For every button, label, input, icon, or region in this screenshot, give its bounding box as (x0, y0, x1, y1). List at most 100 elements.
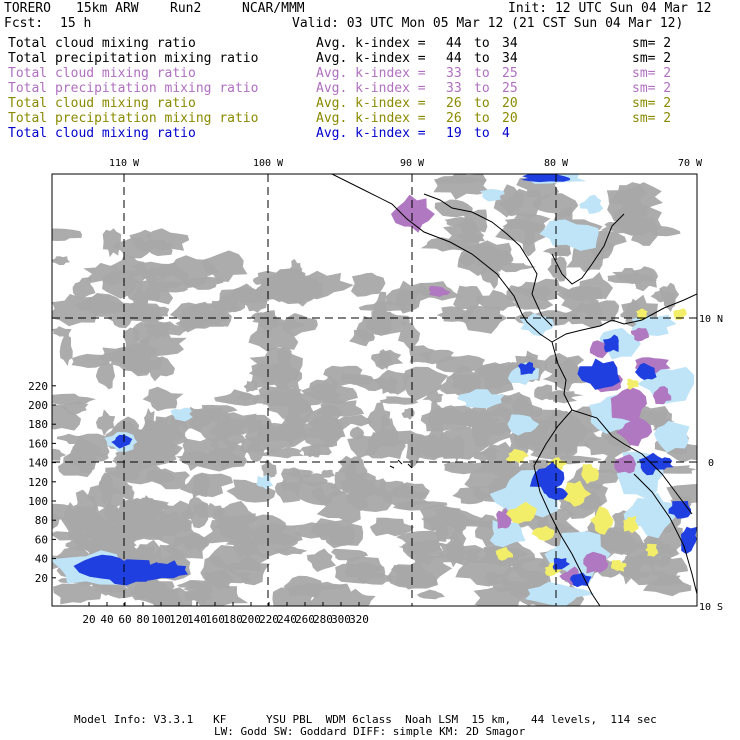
longitude-label: 100 W (253, 158, 284, 169)
gray-cloud-blob (52, 228, 82, 241)
legend-to: 20 (502, 96, 518, 111)
legend-sm: sm= 2 (632, 111, 672, 126)
bottom-tick-label: 100 (151, 613, 171, 626)
left-tick-label: 40 (35, 553, 48, 566)
footer-model-info: Model Info: V3.3.1 KF YSU PBL WDM 6class… (74, 713, 657, 726)
purple-cloud-blob (614, 454, 637, 474)
header-run: Run2 (170, 1, 202, 16)
blue-cloud-blob (681, 526, 697, 555)
legend-to: 34 (502, 51, 518, 66)
header-init: Init: 12 UTC Sun 04 Mar 12 (508, 1, 712, 16)
legend-sm: sm= 2 (632, 66, 672, 81)
legend-to: 4 (502, 126, 510, 141)
purple-cloud-blob (391, 194, 435, 233)
light-blue-cloud-blob (579, 194, 604, 214)
legend-from: 26 (446, 111, 462, 126)
legend-to-word: to (474, 66, 490, 81)
legend-to-word: to (474, 126, 490, 141)
latitude-label: 10 N (699, 314, 723, 325)
map-panel (52, 174, 697, 606)
left-tick-label: 220 (28, 380, 48, 393)
bottom-tick-label: 200 (241, 613, 261, 626)
legend-kindex: Avg. k-index = (316, 66, 426, 81)
legend-field: Total precipitation mixing ratio (8, 81, 259, 96)
longitude-label: 80 W (544, 158, 569, 169)
legend-kindex: Avg. k-index = (316, 96, 426, 111)
latitude-label: 10 S (699, 602, 723, 613)
legend-from: 33 (446, 81, 462, 96)
bottom-tick-label: 60 (118, 613, 131, 626)
bottom-tick-label: 120 (169, 613, 189, 626)
legend-field: Total cloud mixing ratio (8, 66, 196, 81)
bottom-tick-label: 40 (100, 613, 113, 626)
bottom-tick-label: 160 (205, 613, 225, 626)
bottom-tick-label: 260 (295, 613, 315, 626)
left-tick-label: 60 (35, 533, 48, 546)
legend-sm: sm= 2 (632, 51, 672, 66)
legend-to: 25 (502, 66, 518, 81)
header-valid: Valid: 03 UTC Mon 05 Mar 12 (21 CST Sun … (292, 16, 684, 31)
longitude-label: 70 W (678, 158, 703, 169)
left-tick-label: 80 (35, 514, 48, 527)
gray-cloud-blob (52, 531, 93, 541)
header-model: TORERO (4, 1, 51, 16)
gray-cloud-blob (547, 256, 567, 282)
legend-from: 44 (446, 36, 462, 51)
legend-to: 25 (502, 81, 518, 96)
legend-from: 44 (446, 51, 462, 66)
bottom-tick-label: 140 (187, 613, 207, 626)
legend-from: 19 (446, 126, 462, 141)
legend-field: Total cloud mixing ratio (8, 36, 196, 51)
legend-to-word: to (474, 111, 490, 126)
bottom-tick-label: 240 (277, 613, 297, 626)
footer-physics-info: LW: Godd SW: Goddard DIFF: simple KM: 2D… (214, 725, 526, 738)
legend-kindex: Avg. k-index = (316, 51, 426, 66)
legend-field: Total cloud mixing ratio (8, 96, 196, 111)
gray-cloud-blob (534, 384, 553, 401)
gray-cloud-blob (52, 326, 72, 337)
bottom-tick-label: 220 (259, 613, 279, 626)
legend-to: 20 (502, 111, 518, 126)
legend-kindex: Avg. k-index = (316, 36, 426, 51)
gray-cloud-blob (52, 293, 100, 327)
gray-cloud-blob (52, 256, 71, 266)
legend-kindex: Avg. k-index = (316, 111, 426, 126)
left-tick-label: 100 (28, 495, 48, 508)
gray-cloud-blob (347, 588, 376, 606)
left-tick-label: 160 (28, 437, 48, 450)
legend-field: Total precipitation mixing ratio (8, 111, 259, 126)
gray-cloud-blob (417, 589, 445, 600)
bottom-tick-label: 320 (349, 613, 369, 626)
bottom-tick-label: 180 (223, 613, 243, 626)
left-tick-label: 120 (28, 476, 48, 489)
header-org: NCAR/MMM (242, 1, 305, 16)
bottom-tick-label: 20 (82, 613, 95, 626)
galapagos-islands (389, 459, 413, 469)
legend-to-word: to (474, 36, 490, 51)
legend-from: 33 (446, 66, 462, 81)
legend-sm: sm= 2 (632, 36, 672, 51)
gray-cloud-blob (142, 386, 184, 412)
header-fcst-label: Fcst: (4, 16, 44, 31)
header-fcst-value: 15 h (60, 16, 92, 31)
left-tick-label: 20 (35, 572, 48, 585)
gray-cloud-blob (650, 289, 666, 303)
gray-cloud-blob (451, 434, 465, 464)
gray-cloud-blob (283, 575, 323, 598)
blue-cloud-blob (577, 358, 621, 390)
latitude-label: 0 (708, 458, 714, 469)
legend-to-word: to (474, 51, 490, 66)
map-canvas (52, 174, 697, 606)
legend-sm: sm= 2 (632, 81, 672, 96)
legend-to: 34 (502, 36, 518, 51)
gray-cloud-blob (401, 407, 415, 420)
legend-sm: sm= 2 (632, 96, 672, 111)
legend-kindex: Avg. k-index = (316, 81, 426, 96)
longitude-label: 110 W (109, 158, 140, 169)
left-tick-label: 140 (28, 457, 48, 470)
gray-cloud-blob (102, 228, 122, 258)
longitude-label: 90 W (400, 158, 425, 169)
legend-kindex: Avg. k-index = (316, 126, 426, 141)
legend-to-word: to (474, 96, 490, 111)
left-tick-label: 180 (28, 418, 48, 431)
